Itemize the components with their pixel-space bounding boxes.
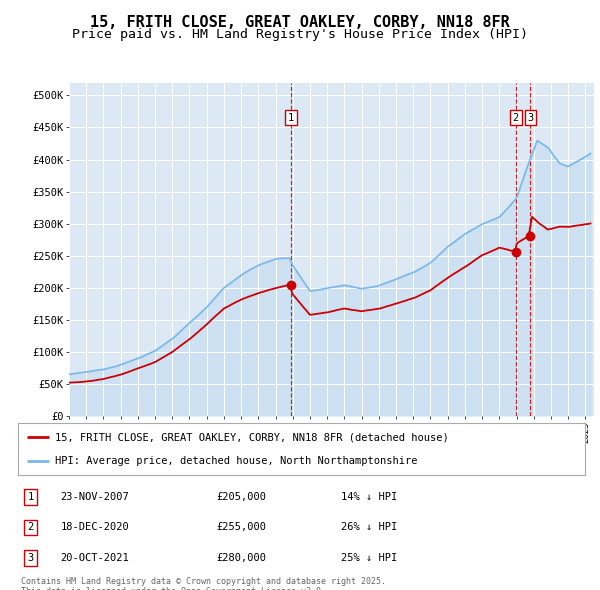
Text: 26% ↓ HPI: 26% ↓ HPI [341,523,397,532]
Text: 15, FRITH CLOSE, GREAT OAKLEY, CORBY, NN18 8FR (detached house): 15, FRITH CLOSE, GREAT OAKLEY, CORBY, NN… [55,432,449,442]
Text: £280,000: £280,000 [217,553,266,563]
Text: 2: 2 [513,113,519,123]
Text: Contains HM Land Registry data © Crown copyright and database right 2025.
This d: Contains HM Land Registry data © Crown c… [21,577,386,590]
Text: 23-NOV-2007: 23-NOV-2007 [61,492,129,502]
Text: £255,000: £255,000 [217,523,266,532]
Text: 14% ↓ HPI: 14% ↓ HPI [341,492,397,502]
Text: 18-DEC-2020: 18-DEC-2020 [61,523,129,532]
Text: 25% ↓ HPI: 25% ↓ HPI [341,553,397,563]
Text: 3: 3 [28,553,34,563]
Text: 1: 1 [288,113,294,123]
Text: £205,000: £205,000 [217,492,266,502]
Text: HPI: Average price, detached house, North Northamptonshire: HPI: Average price, detached house, Nort… [55,456,418,466]
Text: 15, FRITH CLOSE, GREAT OAKLEY, CORBY, NN18 8FR: 15, FRITH CLOSE, GREAT OAKLEY, CORBY, NN… [90,15,510,30]
Text: 1: 1 [28,492,34,502]
Text: 20-OCT-2021: 20-OCT-2021 [61,553,129,563]
Text: 2: 2 [28,523,34,532]
Text: 3: 3 [527,113,533,123]
Text: Price paid vs. HM Land Registry's House Price Index (HPI): Price paid vs. HM Land Registry's House … [72,28,528,41]
